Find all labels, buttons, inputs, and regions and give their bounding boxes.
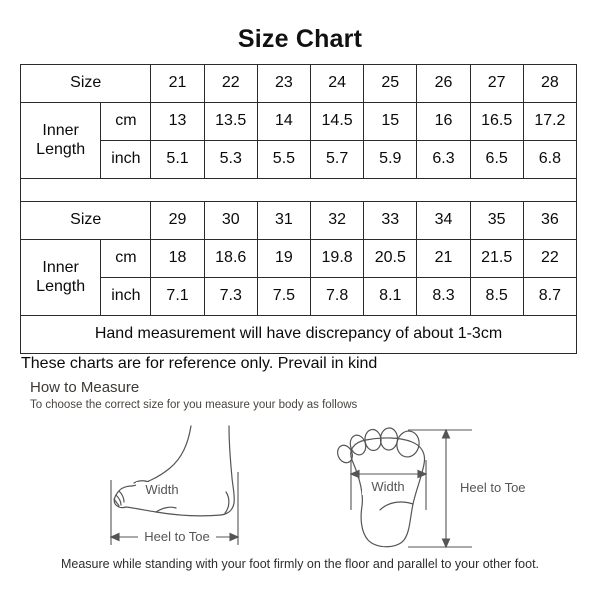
table-cell: 29 (150, 201, 205, 240)
table-row-inch-2: inch 7.1 7.3 7.5 7.8 8.1 8.3 8.5 8.7 (21, 277, 578, 316)
table-row-cm-1: Inner Length cm 13 13.5 14 14.5 15 16 16… (19, 102, 578, 179)
table-cell: 5.5 (256, 140, 312, 179)
foot-side-view-diagram: Heel to Toe Width (78, 420, 298, 555)
table-cell: 8.3 (416, 277, 471, 316)
sole-view-heel-to-toe-label: Heel to Toe (460, 480, 526, 495)
row-label-size: Size (19, 64, 152, 103)
foot-sole-view-icon: Width Heel to Toe (337, 427, 526, 549)
table-spacer-row (20, 178, 577, 202)
side-view-width-label: Width (145, 482, 178, 497)
unit-label-cm: cm (100, 102, 152, 141)
table-cell: 30 (203, 201, 258, 240)
unit-label-inch: inch (100, 277, 152, 316)
table-cell: 5.7 (310, 140, 365, 179)
table-cell: 7.8 (310, 277, 365, 316)
table-cell: 16 (416, 102, 471, 141)
table-cell: 19 (256, 239, 312, 278)
table-cell: 7.3 (203, 277, 258, 316)
table-cell: 6.8 (522, 140, 578, 179)
table-cell: 17.2 (522, 102, 578, 141)
table-cell: 14 (256, 102, 312, 141)
inner-length-line2: Length (36, 140, 86, 158)
table-cell: 8.1 (363, 277, 418, 316)
table-cell: 21.5 (469, 239, 524, 278)
reference-note: These charts are for reference only. Pre… (21, 355, 378, 372)
table-cell: 5.1 (150, 140, 205, 179)
table-cell: 18 (150, 239, 205, 278)
table-cell: 15 (363, 102, 418, 141)
table-cell: 6.3 (416, 140, 471, 179)
table-cell: 5.3 (203, 140, 258, 179)
how-to-measure-subtext: To choose the correct size for you measu… (30, 399, 358, 411)
table-cell: 22 (522, 239, 578, 278)
table-cell: 32 (310, 201, 365, 240)
table-cell: 16.5 (469, 102, 524, 141)
table-cell: 8.5 (469, 277, 524, 316)
unit-label-cm: cm (100, 239, 152, 278)
table-cell: 18.6 (203, 239, 258, 278)
table-cell: 7.5 (256, 277, 312, 316)
table-cell: 20.5 (363, 239, 418, 278)
table-cell: 28 (522, 64, 578, 103)
table-row-inch-1: inch 5.1 5.3 5.5 5.7 5.9 6.3 6.5 6.8 (21, 140, 578, 179)
table-cell: 13.5 (203, 102, 258, 141)
table-cell: 5.9 (363, 140, 418, 179)
table-cell: 34 (416, 201, 471, 240)
table-cell: 22 (203, 64, 258, 103)
measurement-diagrams: Heel to Toe Width (0, 420, 600, 555)
table-cell: 7.1 (150, 277, 205, 316)
table-cell: 24 (310, 64, 365, 103)
foot-sole-view-diagram: Width Heel to Toe (300, 420, 530, 555)
table-cell: 13 (150, 102, 205, 141)
table-cell: 35 (469, 201, 524, 240)
table-cell: 26 (416, 64, 471, 103)
row-label-inner-length: Inner Length (19, 239, 102, 316)
page-title: Size Chart (237, 25, 363, 53)
table-cell: 33 (363, 201, 418, 240)
spacer-cell (20, 178, 577, 202)
table-row-cm-2: Inner Length cm 18 18.6 19 19.8 20.5 21 … (19, 239, 578, 316)
inner-length-line2: Length (36, 277, 86, 295)
table-cell: 8.7 (522, 277, 578, 316)
table-cell: 6.5 (469, 140, 524, 179)
table-row-note: Hand measurement will have discrepancy o… (20, 315, 577, 354)
table-cell: 19.8 (310, 239, 365, 278)
table-cell: 31 (256, 201, 312, 240)
table-cell: 36 (522, 201, 578, 240)
foot-side-view-icon: Heel to Toe Width (109, 425, 240, 545)
row-label-size: Size (19, 201, 152, 240)
how-to-measure-heading: How to Measure (30, 379, 140, 396)
unit-label-inch: inch (100, 140, 152, 179)
table-row-size-header-2: Size 29 30 31 32 33 34 35 36 (19, 201, 578, 240)
row-label-inner-length: Inner Length (19, 102, 102, 179)
bottom-caption: Measure while standing with your foot fi… (60, 557, 540, 571)
table-note: Hand measurement will have discrepancy o… (20, 315, 577, 354)
table-cell: 21 (416, 239, 471, 278)
side-view-heel-to-toe-label: Heel to Toe (144, 529, 210, 544)
size-chart-table-wrapper: Size 21 22 23 24 25 26 27 28 Inner Lengt… (19, 64, 578, 354)
inner-length-line1: Inner (42, 122, 79, 140)
table-cell: 14.5 (310, 102, 365, 141)
table-cell: 23 (256, 64, 312, 103)
table-cell: 27 (469, 64, 524, 103)
table-cell: 21 (150, 64, 205, 103)
sole-view-width-label: Width (371, 479, 404, 494)
size-chart-table: Size 21 22 23 24 25 26 27 28 Inner Lengt… (19, 64, 578, 354)
table-cell: 25 (363, 64, 418, 103)
table-row-size-header-1: Size 21 22 23 24 25 26 27 28 (19, 64, 578, 103)
inner-length-line1: Inner (42, 259, 79, 277)
